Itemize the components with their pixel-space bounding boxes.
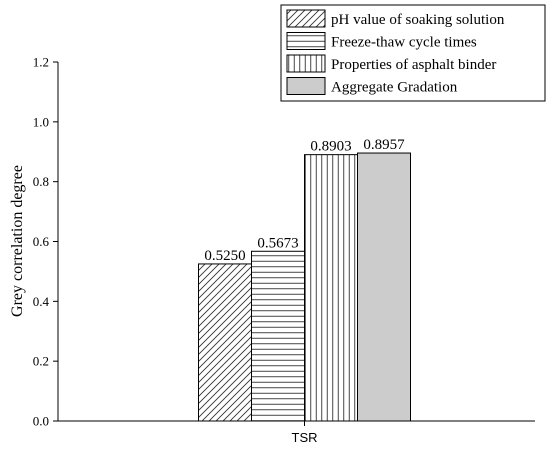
y-tick-label: 1.0 [33,114,49,129]
bar-solid [357,152,411,422]
y-axis-label: Grey correlation degree [9,165,26,317]
bar-value-label: 0.8903 [310,139,351,155]
bar-value-label: 0.8957 [363,137,405,153]
x-tick-label: TSR [292,430,318,445]
bar-value-labels: 0.5250 0.5673 0.8903 0.8957 [204,137,405,264]
bar-value-label: 0.5250 [204,248,245,264]
legend-swatch [286,77,326,95]
legend-label: Aggregate Gradation [331,80,458,96]
y-tick-label: 0.2 [33,354,49,369]
legend-label: Freeze-thaw cycle times [331,35,477,51]
y-tick-label: 0.6 [33,234,50,249]
legend-label: pH value of soaking solution [331,12,505,28]
y-tick-label: 0.4 [33,294,50,309]
y-tick-label: 0.8 [33,174,49,189]
legend-swatch [286,54,326,73]
y-tick-label: 1.2 [33,55,49,70]
bar-horizontal [251,250,305,422]
y-axis-ticks: 0.0 0.2 0.4 0.6 0.8 1.0 1.2 [33,55,58,429]
bar-diagonal [198,263,252,422]
y-tick-label: 0.0 [33,414,49,429]
x-axis-ticks: TSR [292,421,318,445]
legend-label: Properties of asphalt binder [331,57,496,73]
bars [198,152,411,422]
bar-vertical [304,154,358,422]
legend-swatch [286,32,326,50]
legend-swatch [286,9,326,28]
legend: pH value of soaking solution Freeze-thaw … [280,4,546,102]
bar-value-label: 0.5673 [257,235,298,251]
